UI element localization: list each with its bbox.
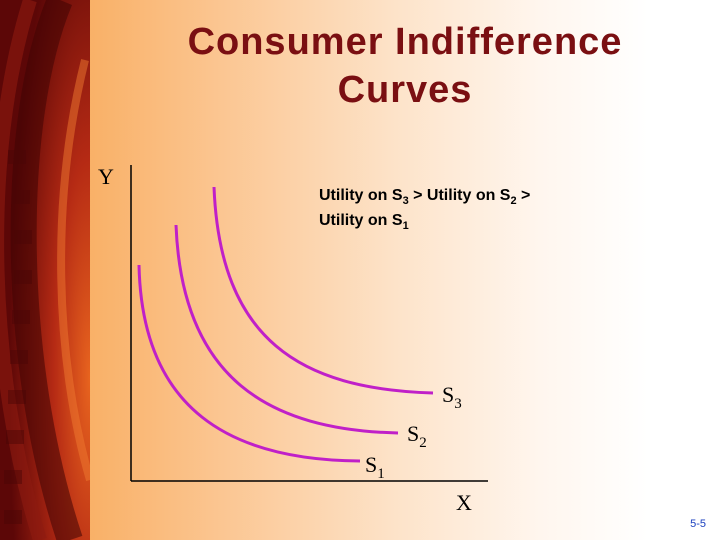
decorative-side-band	[0, 0, 90, 540]
title-line-2: Curves	[337, 69, 473, 111]
curve-s2	[174, 224, 399, 435]
curve-label-s3: S3	[442, 382, 462, 412]
curve-s1	[137, 264, 361, 463]
curve-label-s2: S2	[407, 421, 427, 451]
side-band-pattern	[0, 0, 90, 540]
curve-s3	[212, 186, 434, 395]
utility-note-line-2: Utility on S1	[319, 212, 409, 232]
slide-number: 5-5	[690, 518, 706, 530]
y-axis-label: Y	[98, 164, 114, 189]
utility-note-line-1: Utility on S3 > Utility on S2 >	[319, 187, 530, 207]
curve-label-s1: S1	[365, 452, 385, 482]
slide-title: Consumer Indifference Curves	[90, 18, 720, 114]
x-axis-label: X	[456, 490, 472, 515]
title-line-1: Consumer Indifference	[187, 21, 623, 63]
